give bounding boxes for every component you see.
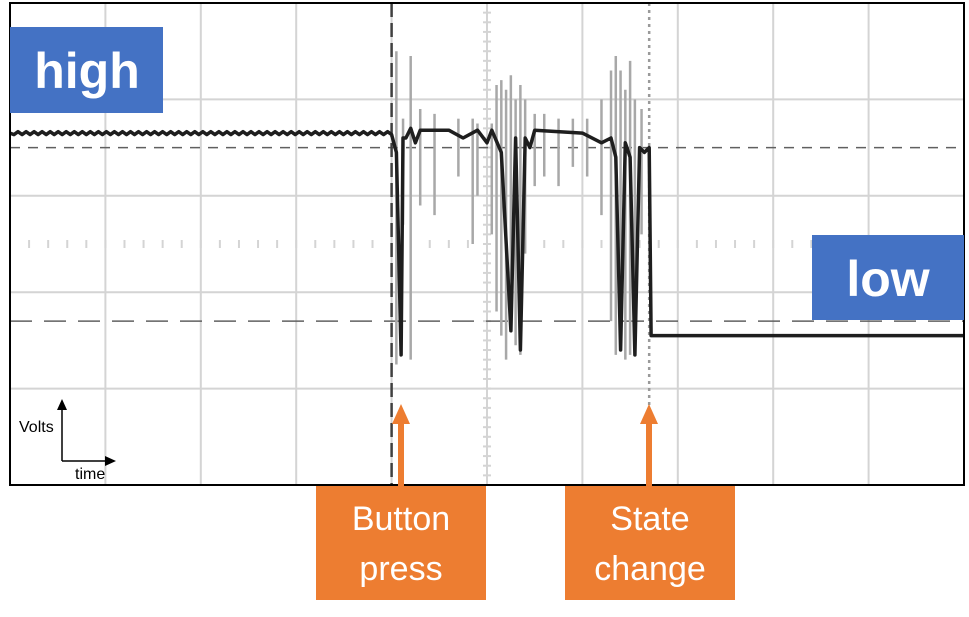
y-axis-arrowhead bbox=[57, 399, 67, 410]
signal-line bbox=[9, 126, 964, 357]
state-change-box bbox=[565, 486, 735, 600]
low-label-box bbox=[812, 235, 964, 320]
state-change-callout: State change bbox=[565, 404, 735, 600]
low-level-label: low bbox=[812, 235, 964, 320]
grid bbox=[10, 2, 965, 485]
state-change-line2: change bbox=[594, 550, 706, 588]
x-axis-arrowhead bbox=[105, 456, 116, 466]
threshold-lines bbox=[10, 146, 964, 322]
y-axis-label: Volts bbox=[19, 419, 54, 436]
high-level-label: high bbox=[10, 27, 163, 113]
state-change-arrow-shaft bbox=[646, 420, 652, 486]
button-press-line1: Button bbox=[352, 500, 450, 538]
x-axis-label: time bbox=[75, 466, 105, 483]
state-change-line1: State bbox=[610, 500, 689, 538]
button-press-arrowhead bbox=[392, 404, 410, 424]
high-label-text: high bbox=[34, 43, 140, 99]
button-press-box bbox=[316, 486, 486, 600]
axes-indicator: Volts time bbox=[19, 399, 116, 483]
state-change-arrowhead bbox=[640, 404, 658, 424]
low-label-text: low bbox=[846, 251, 929, 307]
button-press-callout: Button press bbox=[316, 404, 486, 600]
signal-trace bbox=[9, 126, 964, 357]
button-press-line2: press bbox=[359, 550, 442, 588]
button-press-arrow-shaft bbox=[398, 420, 404, 486]
high-label-box bbox=[10, 27, 163, 113]
